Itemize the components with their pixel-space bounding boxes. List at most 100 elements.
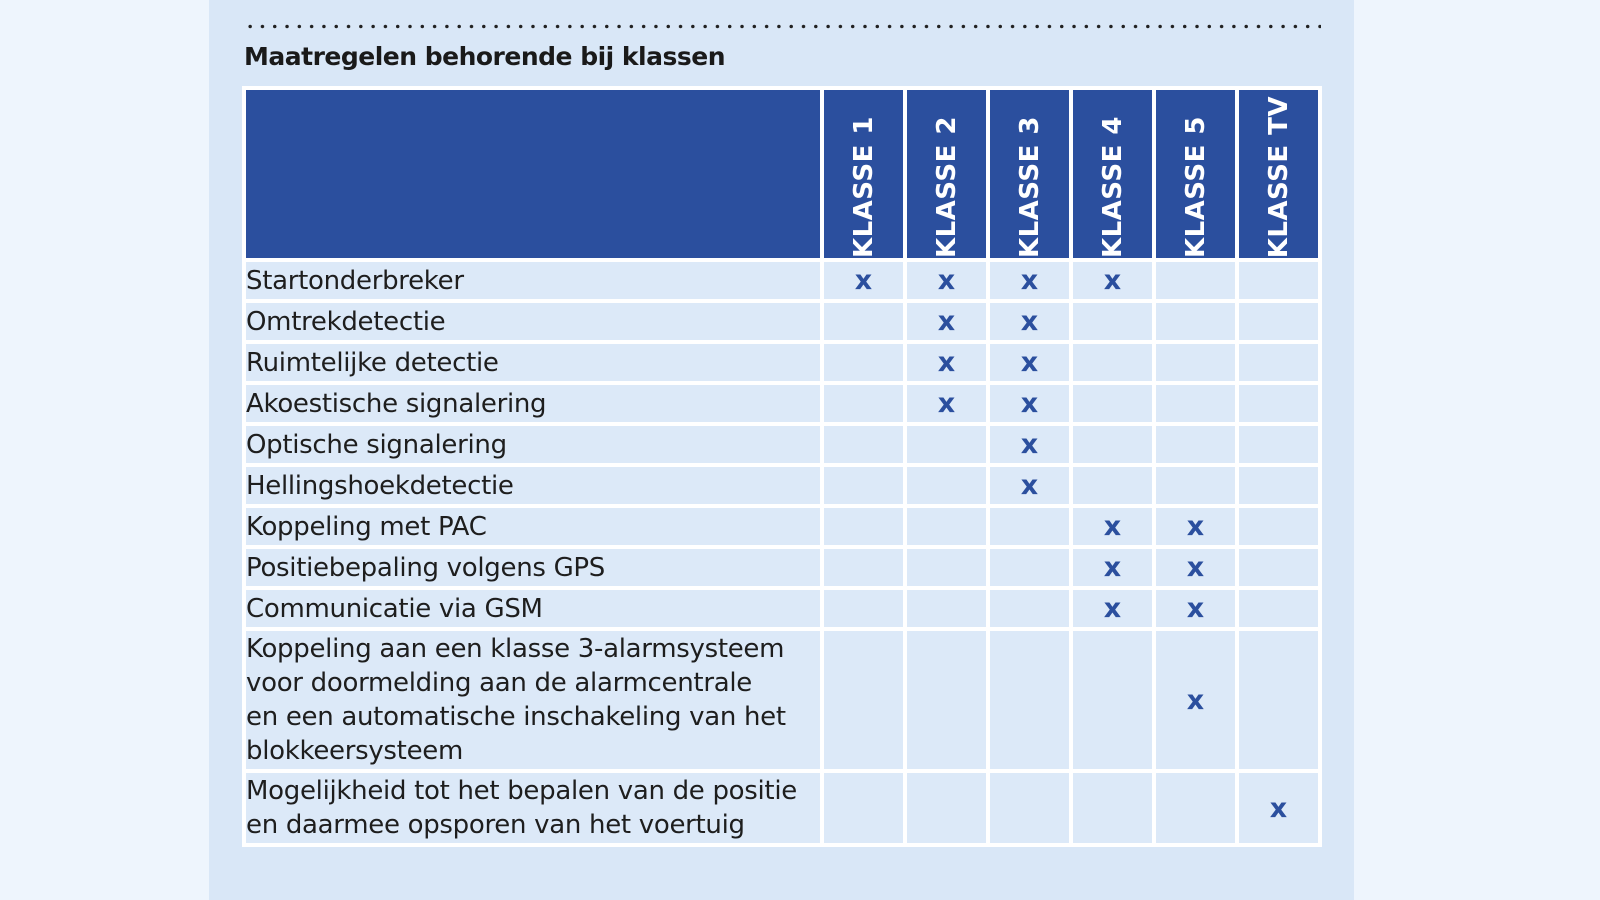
column-header-label: KLASSE 2	[931, 115, 962, 258]
check-mark: x	[937, 388, 956, 419]
row-label: Mogelijkheid tot het bepalen van de posi…	[242, 769, 824, 847]
table-row: Ruimtelijke detectie x x	[242, 340, 1322, 385]
check-mark-cell: x	[986, 381, 1073, 426]
column-header-klasse-tv: KLASSE TV	[1235, 86, 1322, 262]
row-label-line: en daarmee opsporen van het voertuig	[246, 810, 745, 840]
check-mark-cell: x	[1152, 627, 1239, 773]
check-mark: x	[1103, 593, 1122, 624]
check-mark-cell: x	[986, 422, 1073, 467]
row-label-line: voor doormelding aan de alarmcentrale	[246, 668, 752, 698]
column-header-label: KLASSE TV	[1263, 95, 1294, 258]
empty-cell	[820, 545, 907, 590]
empty-cell	[1152, 258, 1239, 303]
empty-cell	[903, 504, 990, 549]
column-header-klasse-4: KLASSE 4	[1069, 86, 1156, 262]
empty-cell	[1069, 381, 1156, 426]
empty-cell	[1235, 381, 1322, 426]
column-header-label: KLASSE 1	[848, 115, 879, 258]
check-mark: x	[1103, 552, 1122, 583]
empty-cell	[903, 769, 990, 847]
empty-cell	[1069, 463, 1156, 508]
table-title: Maatregelen behorende bij klassen	[244, 42, 726, 71]
empty-cell	[820, 381, 907, 426]
empty-cell	[1152, 769, 1239, 847]
check-mark: x	[1103, 511, 1122, 542]
empty-cell	[903, 545, 990, 590]
check-mark: x	[1020, 347, 1039, 378]
empty-cell	[820, 627, 907, 773]
check-mark-cell: x	[903, 258, 990, 303]
table-row: Optische signalering x	[242, 422, 1322, 467]
column-header-label: KLASSE 4	[1097, 115, 1128, 258]
measures-table: KLASSE 1 KLASSE 2 KLASSE 3 KLASSE 4 KLAS…	[242, 86, 1322, 847]
empty-cell	[1152, 299, 1239, 344]
empty-cell	[820, 340, 907, 385]
check-mark: x	[1020, 265, 1039, 296]
dotted-divider	[244, 24, 1321, 29]
column-header-klasse-1: KLASSE 1	[820, 86, 907, 262]
empty-cell	[1235, 422, 1322, 467]
table-row: Communicatie via GSM x x	[242, 586, 1322, 631]
empty-cell	[820, 299, 907, 344]
empty-cell	[986, 504, 1073, 549]
content-panel: Maatregelen behorende bij klassen KLASSE…	[209, 0, 1354, 900]
empty-cell	[1069, 769, 1156, 847]
check-mark-cell: x	[986, 258, 1073, 303]
check-mark: x	[1186, 684, 1205, 716]
check-mark: x	[1020, 470, 1039, 501]
empty-cell	[1235, 504, 1322, 549]
row-label: Ruimtelijke detectie	[242, 340, 824, 385]
column-header-klasse-3: KLASSE 3	[986, 86, 1073, 262]
row-label: Positiebepaling volgens GPS	[242, 545, 824, 590]
empty-cell	[1069, 627, 1156, 773]
row-label: Communicatie via GSM	[242, 586, 824, 631]
check-mark: x	[937, 347, 956, 378]
empty-cell	[986, 545, 1073, 590]
header-empty-cell	[242, 86, 824, 262]
row-label: Startonderbreker	[242, 258, 824, 303]
empty-cell	[1069, 340, 1156, 385]
check-mark: x	[1103, 265, 1122, 296]
row-label: Hellingshoekdetectie	[242, 463, 824, 508]
check-mark-cell: x	[1152, 586, 1239, 631]
check-mark-cell: x	[986, 463, 1073, 508]
empty-cell	[1235, 340, 1322, 385]
empty-cell	[1235, 627, 1322, 773]
column-header-klasse-5: KLASSE 5	[1152, 86, 1239, 262]
empty-cell	[903, 422, 990, 467]
check-mark-cell: x	[1235, 769, 1322, 847]
empty-cell	[820, 769, 907, 847]
column-header-klasse-2: KLASSE 2	[903, 86, 990, 262]
check-mark-cell: x	[1152, 545, 1239, 590]
empty-cell	[1069, 422, 1156, 467]
table-row: Mogelijkheid tot het bepalen van de posi…	[242, 769, 1322, 847]
column-header-label: KLASSE 3	[1014, 115, 1045, 258]
table-row: Positiebepaling volgens GPS x x	[242, 545, 1322, 590]
check-mark-cell: x	[1152, 504, 1239, 549]
check-mark: x	[1186, 552, 1205, 583]
table-row: Omtrekdetectie x x	[242, 299, 1322, 344]
check-mark: x	[1186, 593, 1205, 624]
row-label: Koppeling aan een klasse 3-alarmsysteem v…	[242, 627, 824, 773]
check-mark-cell: x	[1069, 504, 1156, 549]
check-mark: x	[937, 306, 956, 337]
empty-cell	[903, 463, 990, 508]
empty-cell	[820, 504, 907, 549]
empty-cell	[1152, 463, 1239, 508]
table-body: Startonderbreker x x x x Omtrekdetectie x x Ruim…	[242, 258, 1322, 847]
row-label: Akoestische signalering	[242, 381, 824, 426]
empty-cell	[820, 463, 907, 508]
check-mark-cell: x	[903, 340, 990, 385]
empty-cell	[1069, 299, 1156, 344]
table-row: Koppeling met PAC x x	[242, 504, 1322, 549]
table-row: Startonderbreker x x x x	[242, 258, 1322, 303]
empty-cell	[1235, 545, 1322, 590]
table-row: Hellingshoekdetectie x	[242, 463, 1322, 508]
row-label-line: Mogelijkheid tot het bepalen van de posi…	[246, 776, 797, 806]
empty-cell	[903, 627, 990, 773]
empty-cell	[986, 769, 1073, 847]
empty-cell	[1235, 586, 1322, 631]
check-mark-cell: x	[820, 258, 907, 303]
check-mark-cell: x	[903, 381, 990, 426]
check-mark: x	[854, 265, 873, 296]
